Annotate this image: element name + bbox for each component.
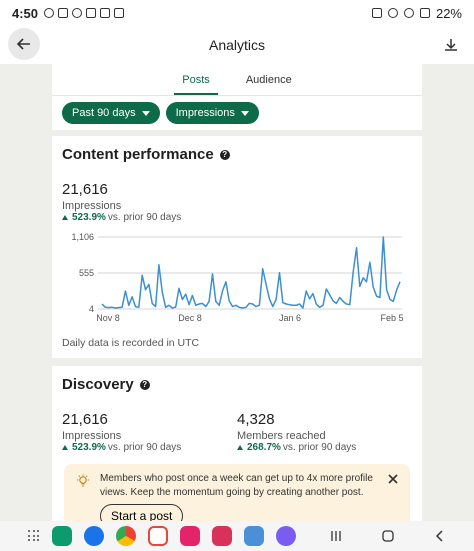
system-nav-bar [0, 521, 474, 551]
discovery-metrics: 21,616 Impressions 523.9% vs. prior 90 d… [62, 411, 412, 453]
alarm-icon [371, 8, 382, 18]
delta-percent: 523.9% [72, 212, 106, 223]
impressions-label: Impressions [62, 200, 122, 212]
back-nav-icon[interactable] [434, 530, 446, 542]
metric-filter-label: Impressions [175, 107, 235, 119]
discovery-impressions-label: Impressions [62, 430, 122, 442]
status-bar: 4:50 22% [0, 0, 474, 26]
messenger-app-icon[interactable] [276, 526, 296, 546]
chrome-app-icon[interactable] [116, 526, 136, 546]
content-performance-heading: Content performance ? [62, 146, 412, 163]
notification-icons [44, 8, 125, 18]
battery-level: 22% [435, 5, 462, 21]
arrow-up-icon [237, 445, 243, 450]
flower-app-icon[interactable] [180, 526, 200, 546]
discovery-impressions-value: 21,616 [62, 411, 108, 428]
impressions-delta: 523.9% vs. prior 90 days [62, 212, 412, 223]
period-filter-label: Past 90 days [72, 107, 136, 119]
members-reached-label: Members reached [237, 430, 326, 442]
delta-text: vs. prior 90 days [107, 442, 182, 453]
x-tick-label: Feb 5 [380, 313, 403, 323]
impressions-series-line [101, 236, 401, 309]
delta-text: vs. prior 90 days [282, 442, 357, 453]
period-filter-dropdown[interactable]: Past 90 days [62, 102, 160, 124]
discovery-impressions: 21,616 Impressions 523.9% vs. prior 90 d… [62, 411, 237, 453]
recents-icon[interactable] [330, 530, 342, 542]
download-notification-icon [86, 8, 97, 18]
y-tick-label: 1,106 [71, 232, 94, 242]
lightbulb-icon [77, 474, 89, 487]
messages-app-icon[interactable] [84, 526, 104, 546]
tab-posts[interactable]: Posts [174, 66, 218, 95]
tip-text: Members who post once a week can get up … [100, 473, 373, 498]
y-tick-label: 4 [89, 304, 94, 314]
camera-app-icon[interactable] [212, 526, 232, 546]
app-bar: Analytics [0, 26, 474, 64]
back-button[interactable] [8, 28, 40, 60]
metric-filter-dropdown[interactable]: Impressions [165, 102, 259, 124]
x-tick-label: Nov 8 [96, 313, 120, 323]
signal-icon [419, 8, 430, 18]
delta-percent: 268.7% [247, 442, 281, 453]
discovery-title: Discovery [62, 376, 134, 393]
x-tick-label: Jan 6 [279, 313, 301, 323]
notification-icon [100, 8, 111, 18]
arrow-up-icon [62, 445, 68, 450]
tab-audience[interactable]: Audience [245, 73, 292, 86]
download-icon [445, 39, 457, 51]
help-icon[interactable]: ? [219, 149, 230, 160]
discovery-card: Discovery ? 21,616 Impressions 523.9% vs… [52, 366, 422, 536]
tabs-and-filters: Posts Audience Past 90 days Impressions [52, 64, 422, 130]
tab-bar: Posts Audience [52, 64, 422, 96]
discovery-members: 4,328 Members reached 268.7% vs. prior 9… [237, 411, 412, 453]
home-icon[interactable] [382, 530, 394, 542]
impressions-chart: 1,106 555 4 Nov 8 Dec 8 Jan 6 Feb 5 [62, 229, 412, 329]
caret-down-icon [141, 110, 150, 116]
arrow-left-icon [16, 38, 30, 50]
delta-text: vs. prior 90 days [107, 212, 182, 223]
system-buttons [330, 530, 446, 542]
notes-app-icon[interactable] [148, 526, 168, 546]
notification-icon [44, 8, 55, 18]
page-title: Analytics [208, 37, 266, 53]
wifi-icon [403, 8, 414, 18]
members-reached-value: 4,328 [237, 411, 275, 428]
caret-down-icon [240, 110, 249, 116]
notification-icon [72, 8, 83, 18]
content-performance-card: Content performance ? 21,616 Impressions… [52, 136, 422, 358]
discovery-impressions-delta: 523.9% vs. prior 90 days [62, 442, 237, 453]
impressions-value: 21,616 [62, 181, 108, 198]
phone-app-icon[interactable] [52, 526, 72, 546]
download-button[interactable] [440, 34, 462, 56]
notification-icon [58, 8, 69, 18]
discovery-heading: Discovery ? [62, 376, 412, 393]
members-reached-delta: 268.7% vs. prior 90 days [237, 442, 412, 453]
app-drawer-icon[interactable] [28, 530, 40, 542]
arrow-up-icon [62, 215, 68, 220]
filter-row: Past 90 days Impressions [52, 96, 422, 130]
delta-percent: 523.9% [72, 442, 106, 453]
store-app-icon[interactable] [244, 526, 264, 546]
utc-note: Daily data is recorded in UTC [62, 337, 200, 349]
help-icon[interactable]: ? [139, 379, 150, 390]
notification-icon [114, 8, 125, 18]
status-time: 4:50 [12, 5, 39, 21]
close-icon[interactable] [386, 472, 400, 486]
x-tick-label: Dec 8 [178, 313, 202, 323]
mute-icon [387, 8, 398, 18]
y-tick-label: 555 [79, 268, 94, 278]
content-performance-title: Content performance [62, 146, 214, 163]
